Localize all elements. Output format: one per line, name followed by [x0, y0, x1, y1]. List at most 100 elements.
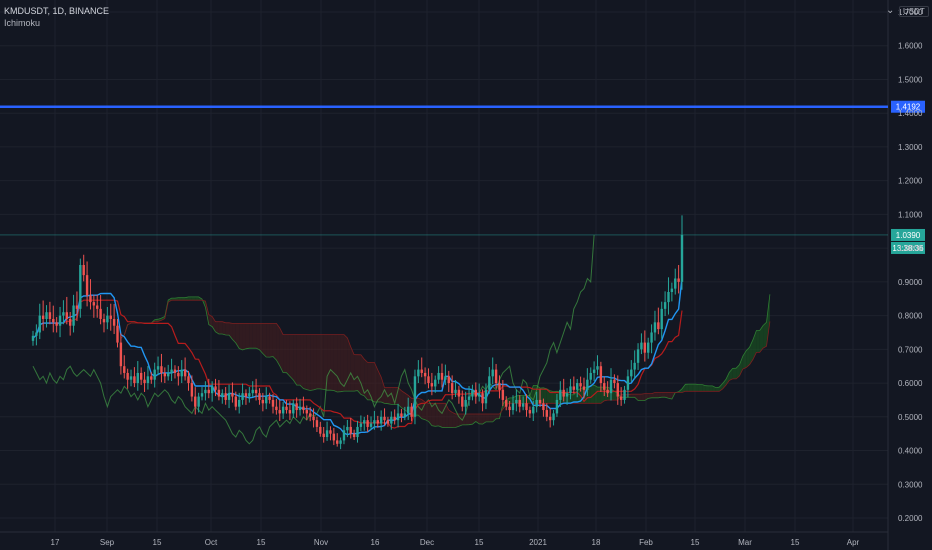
candle-body: [576, 383, 579, 390]
candle-body: [248, 393, 251, 397]
ichimoku-cloud: [120, 294, 771, 428]
candle-body: [535, 399, 538, 407]
candle-body: [106, 315, 109, 323]
time-tick-label: Apr: [847, 538, 860, 547]
horizontal-line-price-badge-bg: [891, 100, 925, 113]
candle-body: [143, 379, 146, 384]
candle-body: [58, 315, 62, 326]
candle-body: [210, 386, 214, 394]
candle-body: [237, 399, 241, 407]
candle-body: [258, 393, 261, 400]
candle-body: [150, 376, 153, 380]
cloud-segment: [293, 334, 297, 386]
time-axis[interactable]: 17 Sep 15 Oct 15 Nov 16 Dec 15 2021 18 Feb 15 Mar 15 Ap…: [51, 538, 860, 547]
candle-body: [400, 413, 403, 417]
candle-body: [133, 376, 136, 384]
cloud-segment: [306, 334, 311, 391]
candle-body: [129, 376, 133, 380]
candle-body: [582, 386, 586, 390]
cloud-segment: [191, 296, 196, 301]
candle-body: [85, 275, 89, 296]
price-tick-label: 1.0000: [898, 244, 923, 253]
cloud-segment: [523, 395, 527, 404]
candle-body: [596, 366, 599, 370]
last-price-badge-bg: [891, 228, 925, 241]
cloud-segment: [371, 362, 375, 402]
candle-body: [79, 265, 82, 309]
cloud-segment: [462, 414, 466, 425]
candle-body: [423, 372, 427, 377]
cloud-segment: [269, 323, 273, 358]
candle-body: [450, 383, 454, 394]
cloud-segment: [732, 368, 737, 379]
price-tick-label: 1.1000: [898, 210, 923, 219]
candle-body: [667, 291, 670, 303]
candle-body: [518, 399, 521, 407]
cloud-segment: [766, 294, 770, 347]
time-tick-label: Nov: [314, 538, 328, 547]
candle-body: [636, 349, 640, 363]
cloud-segment: [249, 323, 253, 349]
indicator-label[interactable]: Ichimoku: [4, 18, 41, 28]
candle-body: [592, 369, 596, 373]
candle-body: [48, 312, 52, 319]
cloud-segment: [279, 328, 284, 373]
candle-body: [646, 342, 650, 353]
cloud-segment: [188, 296, 192, 301]
candle-body: [261, 399, 265, 404]
price-tick-label: 1.6000: [898, 42, 923, 51]
candle-body: [657, 322, 660, 330]
candle-body: [396, 413, 400, 421]
candle-body: [569, 386, 572, 394]
candle-body: [559, 389, 562, 400]
candle-body: [613, 379, 616, 384]
candle-body: [630, 369, 633, 377]
time-tick-label: Mar: [738, 538, 752, 547]
candle-body: [579, 383, 582, 387]
candle-body: [31, 335, 35, 341]
candle-body: [430, 383, 434, 387]
candle-body: [332, 433, 336, 441]
price-tick-label: 1.5000: [898, 75, 923, 84]
cloud-segment: [235, 323, 240, 349]
cloud-segment: [337, 334, 341, 392]
cloud-segment: [300, 334, 304, 389]
candle-body: [359, 423, 363, 427]
cloud-segment: [272, 323, 277, 361]
cloud-segment: [360, 354, 365, 396]
candle-body: [356, 426, 359, 438]
candle-body: [183, 369, 187, 377]
time-tick-label: 15: [257, 538, 266, 547]
cloud-segment: [746, 347, 750, 368]
cloud-segment: [245, 323, 250, 349]
candle-body: [35, 332, 38, 336]
cloud-segment: [661, 392, 666, 398]
candle-body: [102, 318, 106, 323]
candle-body: [440, 372, 444, 380]
cloud-segment: [709, 385, 713, 392]
cloud-segment: [479, 414, 483, 425]
cloud-segment: [438, 403, 443, 428]
cloud-segment: [648, 393, 652, 399]
cloud-segment: [212, 316, 216, 332]
currency-unit-label[interactable]: USDT: [899, 6, 929, 17]
cloud-segment: [445, 403, 449, 428]
cloud-segment: [638, 394, 642, 401]
candle-body: [626, 376, 630, 390]
candle-body: [542, 403, 545, 411]
chevron-down-icon[interactable]: ⌄: [886, 5, 895, 16]
candle-body: [288, 410, 292, 414]
symbol-title[interactable]: KMDUSDT, 1D, BINANCE: [4, 6, 110, 16]
price-axis[interactable]: 0.2000 0.3000 0.4000 0.5000 0.6000 0.7000 0.80…: [898, 8, 923, 523]
candle-body: [379, 416, 383, 424]
cloud-segment: [178, 297, 182, 301]
candle-body: [116, 325, 119, 343]
cloud-segment: [181, 297, 186, 301]
price-tick-label: 0.8000: [898, 312, 923, 321]
cloud-segment: [431, 403, 436, 427]
cloud-segment: [540, 387, 544, 404]
cloud-segment: [465, 414, 470, 425]
cloud-segment: [543, 387, 547, 404]
cloud-segment: [313, 334, 317, 390]
